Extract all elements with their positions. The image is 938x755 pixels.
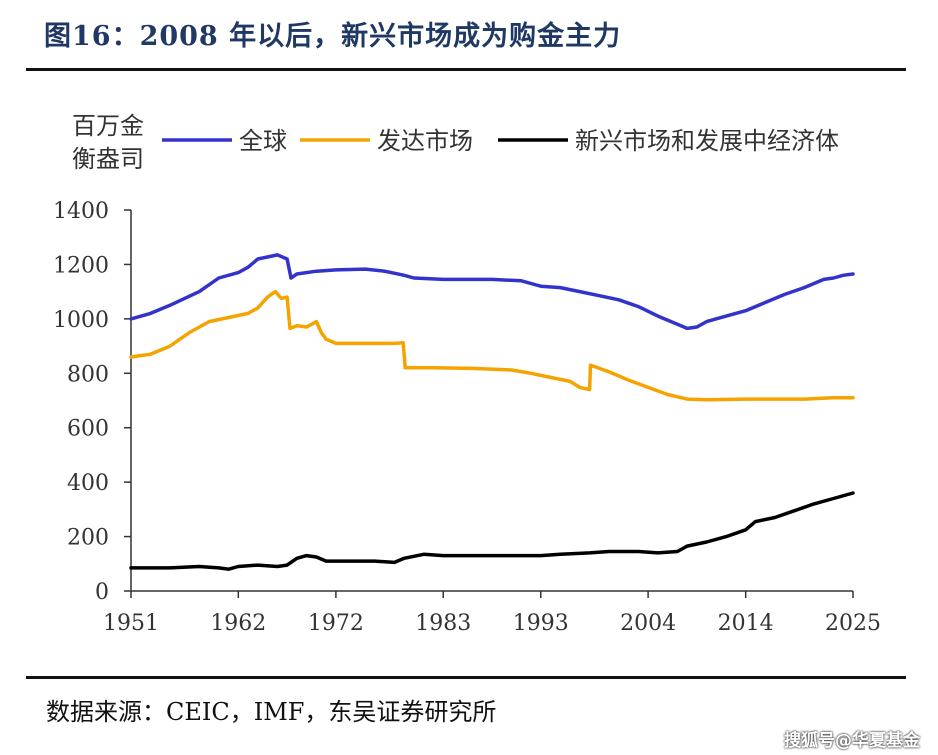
y-tick-label: 200 — [67, 526, 109, 551]
x-tick-label: 1951 — [103, 611, 159, 636]
y-tick-label: 800 — [67, 362, 109, 387]
y-tick-label: 1400 — [53, 199, 109, 224]
legend-label: 全球 — [239, 127, 287, 155]
x-tick-label: 1983 — [415, 611, 471, 636]
x-tick-label: 2014 — [718, 611, 774, 636]
source-note: 数据来源：CEIC，IMF，东吴证券研究所 — [46, 698, 497, 726]
series-line-developed — [129, 289, 855, 402]
x-tick-label: 2004 — [620, 611, 676, 636]
y-tick-label: 1000 — [53, 308, 109, 333]
chart-title: 图16：2008 年以后，新兴市场成为购金主力 — [44, 21, 622, 52]
y-tick-label: 400 — [67, 471, 109, 496]
source-divider — [26, 676, 906, 679]
x-tick-label: 2025 — [825, 611, 881, 636]
y-unit-label-line: 衡盎司 — [72, 145, 144, 173]
legend-label: 发达市场 — [377, 127, 473, 155]
y-tick-label: 1200 — [53, 253, 109, 278]
legend: 全球 发达市场 新兴市场和发展中经济体 — [162, 127, 839, 155]
legend-label: 新兴市场和发展中经济体 — [575, 127, 839, 155]
y-tick-label: 0 — [95, 580, 109, 605]
x-tick-label: 1962 — [210, 611, 266, 636]
x-tick-label: 1993 — [513, 611, 569, 636]
watermark: 搜狐号@华夏基金 — [784, 731, 920, 751]
series-group — [129, 253, 855, 571]
y-tick-label: 600 — [67, 417, 109, 442]
x-tick-label: 1972 — [308, 611, 364, 636]
axes: 0 200 400 600 800 1000 1200 1400 1951 1962 1972 198… — [53, 199, 881, 636]
y-unit-label-line: 百万金 — [72, 112, 144, 140]
series-line-emerging — [129, 491, 855, 571]
series-line-global — [129, 253, 855, 331]
title-divider — [26, 68, 906, 71]
